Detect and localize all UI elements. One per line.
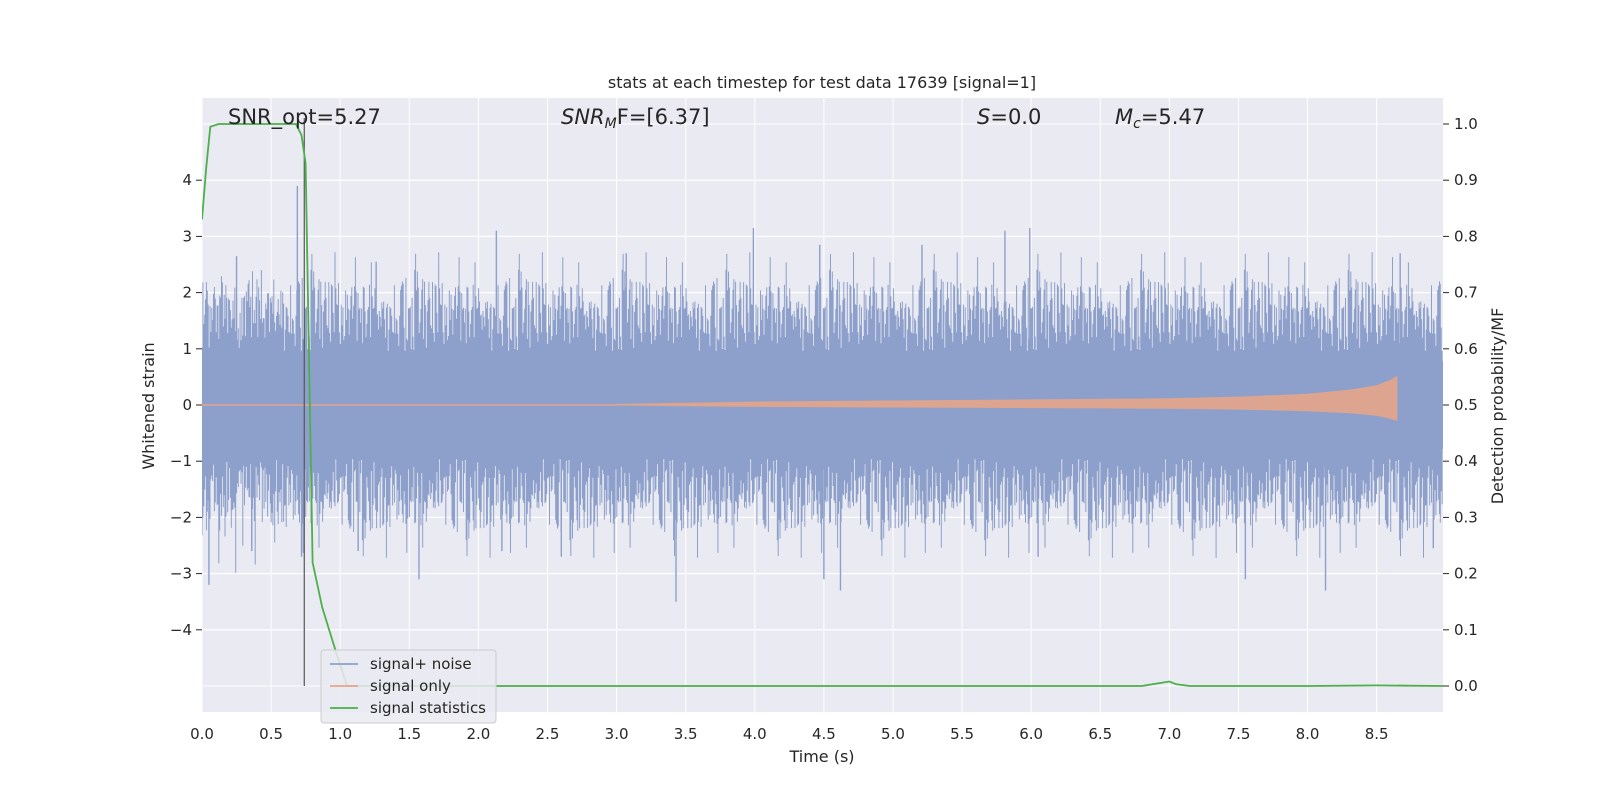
- y2-tick-label: 0.4: [1454, 452, 1478, 470]
- x-axis-label: Time (s): [788, 747, 854, 766]
- y2-tick-label: 1.0: [1454, 115, 1478, 133]
- annotation-mc-rest: =5.47: [1141, 105, 1205, 129]
- x-tick-label: 4.0: [743, 725, 767, 743]
- annotation-snr-mf: SNRMF=[6.37]: [561, 105, 710, 132]
- y2-tick-label: 0.5: [1454, 396, 1478, 414]
- y-tick-label: 4: [182, 171, 192, 189]
- x-tick-label: 2.0: [466, 725, 490, 743]
- annotation-snr-mf-base: SNR: [561, 105, 605, 129]
- x-tick-label: 5.0: [881, 725, 905, 743]
- x-tick-label: 1.5: [397, 725, 421, 743]
- annotation-snr-mf-sub: M: [605, 116, 617, 132]
- x-tick-label: 7.0: [1157, 725, 1181, 743]
- y2-tick-label: 0.6: [1454, 340, 1478, 358]
- annotation-s-var: S: [977, 105, 990, 129]
- y-tick-label: 2: [182, 284, 192, 302]
- annotation-snr-opt: SNR_opt=5.27: [228, 105, 381, 130]
- x-tick-label: 1.0: [328, 725, 352, 743]
- y-tick-label: 1: [182, 340, 192, 358]
- annotation-s: S=0.0: [977, 105, 1041, 129]
- annotation-mc-base: M: [1115, 105, 1133, 129]
- y-tick-label: −2: [170, 508, 192, 526]
- y2-tick-label: 0.0: [1454, 677, 1478, 695]
- legend-label-signal-noise: signal+ noise: [370, 655, 472, 673]
- y-tick-label: −1: [170, 452, 192, 470]
- y2-axis-label: Detection probability/MF: [1488, 308, 1507, 505]
- y2-tick-label: 0.7: [1454, 284, 1478, 302]
- y2-tick-label: 0.1: [1454, 621, 1478, 639]
- y2-tick-label: 0.8: [1454, 227, 1478, 245]
- x-axis-ticks: 0.0 0.5 1.0 1.5 2.0 2.5 3.0 3.5 4.0 4.5 5.0 5.5 6.0 6…: [190, 725, 1389, 743]
- x-tick-label: 8.5: [1365, 725, 1389, 743]
- x-tick-label: 7.5: [1227, 725, 1251, 743]
- series-signal-only: [202, 375, 1398, 422]
- y-tick-label: −3: [170, 565, 192, 583]
- y-tick-label: −4: [170, 621, 192, 639]
- chart-title: stats at each timestep for test data 176…: [608, 73, 1036, 92]
- x-tick-label: 8.0: [1296, 725, 1320, 743]
- y-axis-label: Whitened strain: [139, 342, 158, 469]
- annotation-mc: Mc=5.47: [1115, 105, 1205, 132]
- y-tick-label: 3: [182, 227, 192, 245]
- y2-axis-ticks: 1.0 0.9 0.8 0.7 0.6 0.5 0.4 0.3 0.2 0.1 0.0: [1443, 115, 1478, 695]
- y2-tick-label: 0.9: [1454, 171, 1478, 189]
- legend-label-signal-only: signal only: [370, 677, 451, 695]
- x-tick-label: 6.0: [1019, 725, 1043, 743]
- signal-envelope: [616, 375, 1398, 422]
- legend: signal+ noise signal only signal statist…: [320, 649, 497, 724]
- annotation-s-rest: =0.0: [990, 105, 1041, 129]
- legend-label-signal-statistics: signal statistics: [370, 699, 486, 717]
- x-tick-label: 3.5: [674, 725, 698, 743]
- x-tick-label: 5.5: [950, 725, 974, 743]
- annotation-snr-mf-rest: F=[6.37]: [617, 105, 710, 129]
- x-tick-label: 3.0: [605, 725, 629, 743]
- y-tick-label: 0: [182, 396, 192, 414]
- y-axis-ticks: 4 3 2 1 0 −1 −2 −3 −4: [170, 171, 202, 639]
- x-tick-label: 0.5: [259, 725, 283, 743]
- x-tick-label: 0.0: [190, 725, 214, 743]
- y2-tick-label: 0.3: [1454, 508, 1478, 526]
- annotation-mc-sub: c: [1133, 116, 1141, 132]
- y2-tick-label: 0.2: [1454, 565, 1478, 583]
- x-tick-label: 4.5: [812, 725, 836, 743]
- legend-box: [320, 649, 497, 724]
- x-tick-label: 6.5: [1088, 725, 1112, 743]
- x-tick-label: 2.5: [536, 725, 560, 743]
